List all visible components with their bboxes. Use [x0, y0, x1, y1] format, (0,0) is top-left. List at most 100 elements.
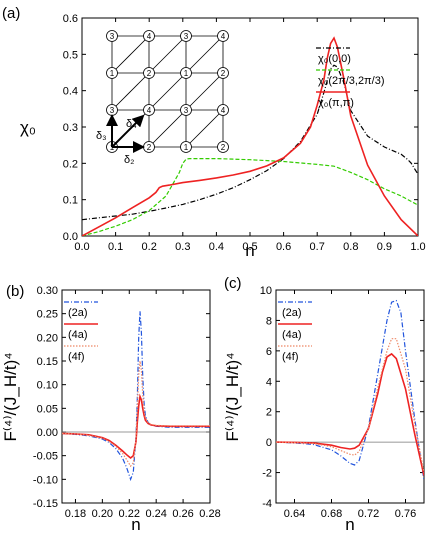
y-tick-label: 10 — [260, 285, 272, 297]
lattice-site — [143, 104, 155, 116]
y-tick-label: -2 — [262, 468, 272, 480]
lattice-site-label: 4 — [147, 32, 152, 41]
lattice-site-label: 2 — [221, 143, 226, 152]
panel-b-ylabel: F⁽⁴⁾/(J_H/t)⁴ — [1, 352, 20, 441]
legend-label: (4a) — [282, 329, 302, 341]
series-line-0 — [276, 299, 424, 481]
lattice-site — [217, 141, 229, 153]
x-tick-label: 0.18 — [65, 508, 86, 520]
vector-delta3-label: δ₃ — [96, 130, 107, 142]
lattice-site-label: 4 — [221, 106, 226, 115]
lattice-site — [180, 141, 192, 153]
series-line-1 — [82, 158, 418, 236]
legend-label: χ₀(π,π) — [318, 97, 354, 109]
y-tick-label: 8 — [266, 315, 272, 327]
lattice-diagonal — [111, 35, 150, 74]
vector-delta4-label: δ₄ — [126, 118, 137, 130]
series-line-0 — [62, 311, 210, 482]
y-tick-label: 0.10 — [37, 380, 58, 392]
panel-b-legend: (2a) (4a) (4f) — [64, 301, 98, 363]
lattice-site — [180, 104, 192, 116]
lattice-diagonal — [111, 72, 150, 111]
lattice-site-label: 4 — [221, 32, 226, 41]
x-tick-label: 0.20 — [92, 508, 113, 520]
x-tick-label: 0.64 — [284, 508, 305, 520]
x-tick-label: 0.68 — [321, 508, 342, 520]
lattice-site — [217, 67, 229, 79]
lattice-site — [217, 104, 229, 116]
vector-delta2-label: δ₂ — [124, 154, 134, 166]
series-line-2 — [62, 360, 210, 468]
lattice-site-label: 3 — [184, 32, 189, 41]
panel-c-legend: (2a) (4a) (4f) — [278, 301, 312, 363]
lattice-site — [106, 67, 118, 79]
x-tick-label: 0.3 — [175, 241, 190, 253]
y-tick-label: 4 — [266, 376, 272, 388]
lattice-site — [180, 30, 192, 42]
x-tick-label: 0.6 — [276, 241, 291, 253]
y-tick-label: 0.5 — [63, 49, 78, 61]
y-tick-label: 0.30 — [37, 285, 58, 297]
x-tick-label: 0.28 — [199, 508, 220, 520]
legend-label: (4f) — [68, 351, 85, 363]
x-tick-label: 1.0 — [410, 241, 425, 253]
lattice-site-label: 2 — [147, 69, 152, 78]
legend-label: χ₀(2π/3,2π/3) — [318, 75, 384, 87]
lattice-diagonal — [148, 72, 187, 111]
y-tick-label: -0.15 — [33, 498, 58, 510]
lattice-site-label: 3 — [110, 32, 115, 41]
x-tick-label: 0.5 — [242, 241, 257, 253]
vector-delta4-arrow — [111, 114, 145, 148]
x-tick-label: 0.8 — [343, 241, 358, 253]
panel-b-label: (b) — [6, 283, 24, 300]
panel-b-frame — [61, 289, 211, 504]
legend-label: (2a) — [282, 307, 302, 319]
lattice-site — [106, 30, 118, 42]
series-line-2 — [82, 36, 418, 236]
y-tick-label: 0.2 — [63, 158, 78, 170]
lattice-site — [180, 67, 192, 79]
x-tick-label: 0.2 — [142, 241, 157, 253]
panel-c-label: (c) — [224, 275, 242, 292]
series-line-2 — [276, 338, 424, 473]
x-tick-label: 0.76 — [395, 508, 416, 520]
lattice-site-label: 3 — [110, 106, 115, 115]
y-tick-label: 0.05 — [37, 403, 58, 415]
panel-b: 0.18 0.20 0.22 0.24 0.26 0.28 -0.15 -0.10 -0.05 0… — [1, 283, 221, 534]
y-tick-label: -0.10 — [33, 474, 58, 486]
y-tick-label: 0.15 — [37, 356, 58, 368]
panel-a-label: (a) — [2, 5, 20, 22]
lattice-site-label: 1 — [184, 69, 189, 78]
lattice-diagonal — [148, 109, 187, 148]
lattice-site-label: 3 — [184, 106, 189, 115]
panel-a-legend: χ₀(0,0) χ₀(2π/3,2π/3) χ₀(π,π) — [316, 47, 384, 109]
y-tick-label: 0.6 — [63, 13, 78, 25]
lattice-inset: 3434121234341212δ₄δ₃δ₂ — [96, 30, 229, 166]
lattice-diagonal — [185, 72, 224, 111]
legend-label: (4a) — [68, 329, 88, 341]
legend-label: χ₀(0,0) — [318, 53, 351, 65]
lattice-site-label: 2 — [147, 143, 152, 152]
y-tick-label: 0.1 — [63, 195, 78, 207]
y-tick-label: -0.05 — [33, 451, 58, 463]
lattice-site — [143, 67, 155, 79]
x-tick-label: 0.9 — [377, 241, 392, 253]
lattice-site-label: 4 — [147, 106, 152, 115]
panel-c-ylabel: F⁽⁴⁾/(J_H/t)⁴ — [223, 352, 242, 441]
lattice-site — [143, 30, 155, 42]
x-tick-label: 0.24 — [145, 508, 166, 520]
x-tick-label: 0.72 — [358, 508, 379, 520]
y-tick-label: 0.00 — [37, 427, 58, 439]
y-tick-label: 0.25 — [37, 309, 58, 321]
x-tick-label: 0.0 — [74, 241, 89, 253]
series-line-1 — [276, 352, 424, 476]
lattice-diagonal — [185, 35, 224, 74]
y-tick-label: -4 — [262, 498, 272, 510]
panel-b-xlabel: n — [131, 515, 140, 534]
y-tick-label: 2 — [266, 407, 272, 419]
y-tick-label: 6 — [266, 346, 272, 358]
legend-label: (4f) — [282, 351, 299, 363]
y-tick-label: 0.20 — [37, 332, 58, 344]
x-tick-label: 0.4 — [209, 241, 224, 253]
